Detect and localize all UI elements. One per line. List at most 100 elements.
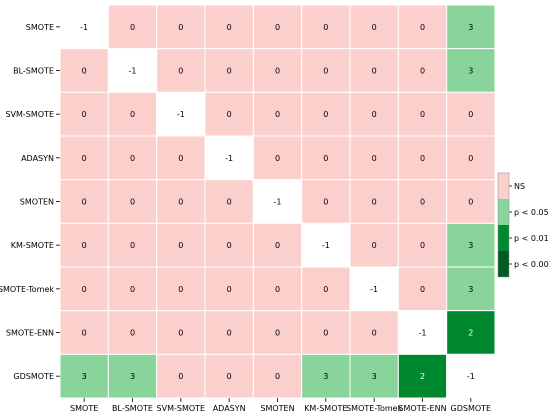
heatmap-cell: [156, 91, 206, 137]
legend-border: [497, 172, 510, 278]
heatmap-cell: [107, 222, 158, 268]
cell-value-label: 3: [130, 372, 135, 381]
heatmap-cell: [59, 135, 109, 181]
heatmap-cell: [446, 310, 496, 355]
cell-value-label: 0: [420, 285, 425, 294]
cell-value-label: 0: [323, 23, 328, 32]
x-tick-label: SMOTEN: [260, 404, 294, 413]
legend-label: p < 0.001: [514, 260, 550, 269]
heatmap-cell: [204, 91, 254, 137]
heatmap-cell: [204, 179, 254, 224]
cell-value-label: 3: [468, 67, 473, 76]
cell-value-label: 0: [420, 198, 425, 207]
legend-swatch: [498, 199, 509, 225]
cell-value-label: 0: [178, 23, 183, 32]
cell-value-label: 0: [275, 154, 280, 163]
y-axis: SMOTE BL-SMOTE SVM-SMOTE ADASYN SMOTEN KM-SMO…: [0, 23, 60, 381]
cell-value-label: 0: [227, 110, 232, 119]
cell-value-label: 0: [227, 285, 232, 294]
heatmap-cell: [252, 353, 303, 399]
cell-value-label: -1: [80, 23, 88, 32]
legend-label: p < 0.01: [514, 234, 549, 243]
heatmap-cell: [107, 4, 158, 50]
cell-value-label: -1: [370, 285, 378, 294]
heatmap-cell: [301, 179, 351, 224]
cell-value-label: -1: [322, 241, 330, 250]
heatmap-cell: [446, 91, 496, 137]
heatmap-cell: [59, 4, 109, 50]
cell-value-label: 0: [372, 110, 377, 119]
legend: NS p < 0.05 p < 0.01 p < 0.001: [497, 172, 550, 278]
cell-value-label: 0: [82, 198, 87, 207]
cell-value-label: 0: [130, 285, 135, 294]
heatmap-cell: [107, 91, 158, 137]
heatmap-cell: [252, 222, 303, 268]
cell-value-label: 0: [82, 329, 87, 338]
cell-value-label: 0: [130, 329, 135, 338]
y-tick-label: BL-SMOTE: [13, 67, 54, 76]
heatmap-cell: [446, 48, 496, 93]
y-tick-label: GDSMOTE: [13, 372, 54, 381]
heatmap-cell: [107, 353, 158, 399]
heatmap-cell: [397, 222, 448, 268]
heatmap-cell: [204, 310, 254, 355]
cell-value-label: 0: [468, 198, 473, 207]
heatmap-cell: [204, 135, 254, 181]
heatmap-cell: [156, 48, 206, 93]
cell-value-label: 2: [420, 372, 425, 381]
cell-value-label: 0: [130, 154, 135, 163]
heatmap-cell: [107, 135, 158, 181]
cell-value-label: 0: [372, 329, 377, 338]
cell-value-label: 0: [82, 154, 87, 163]
cell-value-label: 0: [275, 23, 280, 32]
cell-value-label: 0: [420, 154, 425, 163]
cell-value-label: 0: [82, 285, 87, 294]
cell-value-label: -1: [274, 198, 282, 207]
heatmap-cell: [349, 266, 399, 312]
cell-value-label: 0: [275, 67, 280, 76]
heatmap-cell: [107, 266, 158, 312]
cell-value-label: -1: [129, 67, 137, 76]
y-tick-label: SMOTE-Tomek: [0, 285, 54, 294]
heatmap-cell: [252, 310, 303, 355]
legend-label: p < 0.05: [514, 208, 549, 217]
cell-value-label: 0: [372, 23, 377, 32]
cell-value-label: 3: [323, 372, 328, 381]
heatmap-cells: [59, 4, 496, 399]
x-tick-label: KM-SMOTE: [304, 404, 347, 413]
y-tick-label: SMOTEN: [20, 198, 54, 207]
legend-label: NS: [514, 182, 525, 191]
cell-value-label: 0: [420, 241, 425, 250]
heatmap-cell: [252, 91, 303, 137]
heatmap-cell: [397, 4, 448, 50]
cell-value-label: 0: [178, 67, 183, 76]
heatmap-cell: [349, 310, 399, 355]
cell-value-label: 0: [178, 285, 183, 294]
cell-value-label: 0: [323, 198, 328, 207]
heatmap-cell: [59, 353, 109, 399]
cell-value-label: 0: [420, 110, 425, 119]
y-tick-label: ADASYN: [21, 154, 54, 163]
heatmap-cell: [301, 310, 351, 355]
heatmap-cell: [349, 353, 399, 399]
heatmap-cell: [204, 222, 254, 268]
cell-value-label: 3: [372, 372, 377, 381]
cell-value-label: 0: [323, 67, 328, 76]
heatmap-cell: [349, 179, 399, 224]
heatmap-cell: [301, 353, 351, 399]
x-tick-label: ADASYN: [213, 404, 246, 413]
x-tick-label: SMOTE-Tomek: [346, 404, 403, 413]
cell-value-label: 0: [130, 241, 135, 250]
heatmap-cell-labels: -1 0 0 0 0 0 0 0 3 0 -1 0 0 0 0 0 0 3 0 0 -1 0 0 0 0 0 0 0 0 0 -1 0 0 0 0 0…: [80, 23, 475, 381]
cell-value-label: 0: [323, 329, 328, 338]
cell-value-label: 0: [227, 67, 232, 76]
cell-value-label: 0: [372, 67, 377, 76]
y-tick-label: KM-SMOTE: [11, 241, 54, 250]
cell-value-label: 0: [468, 110, 473, 119]
cell-value-label: 3: [468, 285, 473, 294]
heatmap-cell: [446, 179, 496, 224]
heatmap-cell: [397, 48, 448, 93]
y-tick-label: SMOTE-ENN: [6, 329, 54, 338]
cell-value-label: 0: [227, 372, 232, 381]
